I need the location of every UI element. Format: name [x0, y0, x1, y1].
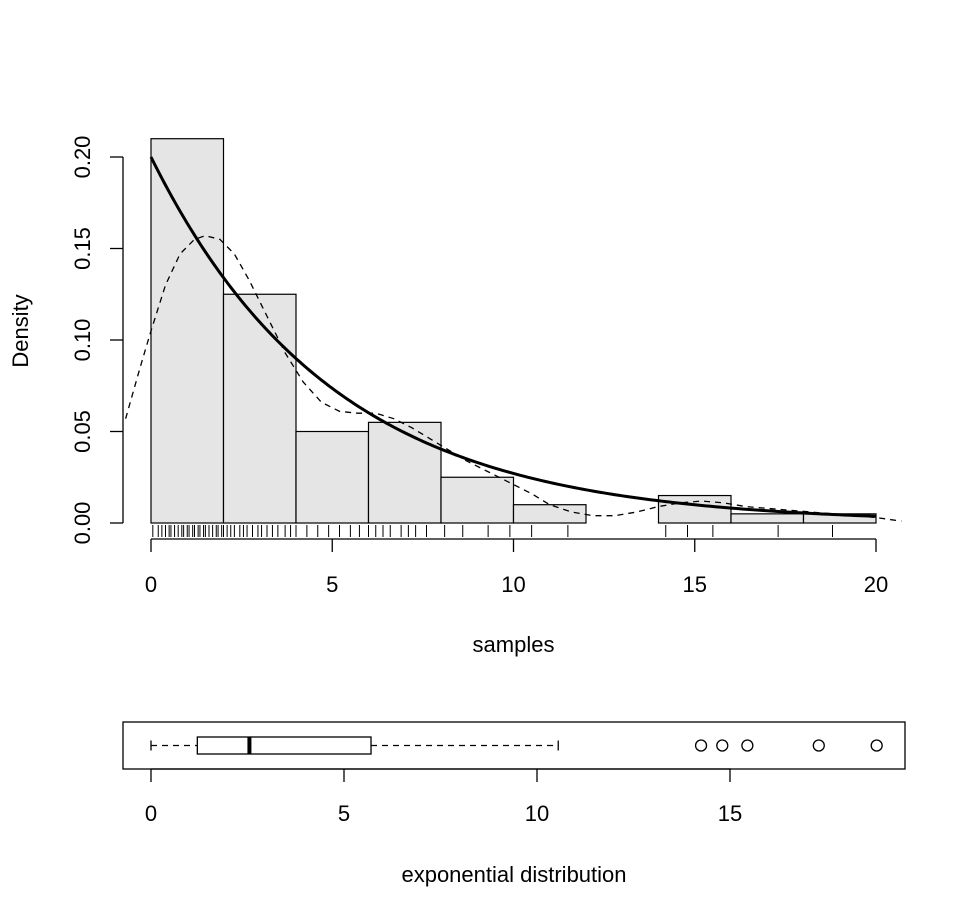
- x-tick-label: 0: [145, 572, 157, 597]
- histogram-bar: [730, 513, 805, 524]
- box-x-tick-label: 0: [145, 801, 157, 826]
- box-x-tick-label: 10: [525, 801, 549, 826]
- rug-ticks: [152, 525, 833, 537]
- y-tick-label: 0.15: [70, 227, 95, 270]
- y-tick-label: 0.20: [70, 136, 95, 179]
- box-x-tick-label: 15: [718, 801, 742, 826]
- box-x-axis-title: exponential distribution: [401, 862, 626, 887]
- histogram-bar: [222, 293, 297, 524]
- box-x-tick-marks: [150, 769, 731, 782]
- histogram-bar: [512, 504, 587, 524]
- box-x-tick-labels: 0 5 10 15: [145, 801, 742, 826]
- y-tick-label: 0.10: [70, 319, 95, 362]
- x-tick-label: 15: [683, 572, 707, 597]
- histogram-bars: [150, 138, 877, 524]
- histogram-panel: 0.00 0.05 0.10 0.15 0.20 Density 0 5 10 …: [8, 136, 902, 657]
- y-tick-labels: 0.00 0.05 0.10 0.15 0.20: [70, 136, 95, 545]
- histogram-bar: [367, 421, 442, 524]
- x-tick-labels: 0 5 10 15 20: [145, 572, 888, 597]
- outlier-point: [812, 739, 825, 752]
- exponential-density-curve: [149, 156, 877, 518]
- y-tick-label: 0.00: [70, 502, 95, 545]
- density-curves: [124, 156, 902, 522]
- y-tick-label: 0.05: [70, 410, 95, 453]
- x-tick-label: 5: [326, 572, 338, 597]
- kernel-density-curve: [124, 235, 902, 522]
- box-x-tick-label: 5: [338, 801, 350, 826]
- boxplot-panel: 0 5 10 15 exponential distribution: [122, 721, 906, 887]
- box-iqr: [196, 736, 372, 755]
- x-tick-label: 20: [864, 572, 888, 597]
- outlier-point: [716, 739, 729, 752]
- histogram-bar: [150, 138, 225, 524]
- boxplot: [150, 736, 883, 755]
- histogram-bar: [295, 430, 370, 524]
- outlier-point: [870, 739, 883, 752]
- x-tick-marks: [150, 539, 877, 552]
- y-tick-marks: [110, 156, 123, 524]
- y-axis-title: Density: [8, 294, 33, 367]
- x-tick-label: 10: [501, 572, 525, 597]
- histogram-bar: [440, 476, 515, 524]
- outlier-point: [694, 739, 708, 752]
- x-axis-title: samples: [473, 632, 555, 657]
- histogram-bar: [657, 494, 732, 524]
- outlier-point: [741, 739, 754, 752]
